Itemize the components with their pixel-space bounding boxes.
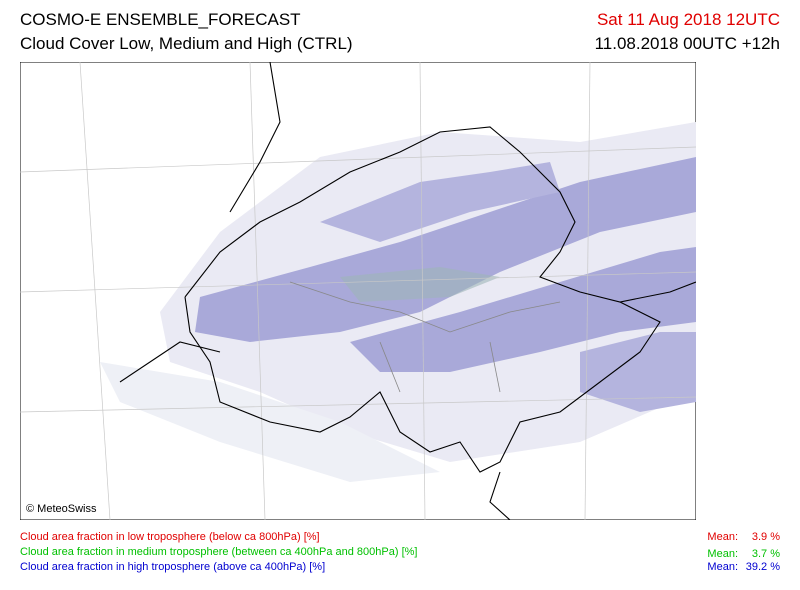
cloud-band — [580, 332, 696, 412]
legend-mid: Cloud area fraction in medium tropospher… — [20, 546, 418, 558]
subtitle: Cloud Cover Low, Medium and High (CTRL) — [20, 34, 353, 53]
border — [119, 62, 696, 520]
mean-caption: Mean: — [707, 548, 738, 560]
mean-value: 39.2 % — [745, 561, 780, 573]
legend-high: Cloud area fraction in high troposphere … — [20, 561, 326, 573]
graticule — [20, 62, 696, 520]
valid-time: Sat 11 Aug 2018 12UTC — [596, 10, 780, 29]
title: COSMO-E ENSEMBLE_FORECAST — [20, 10, 301, 29]
mean-caption: Mean: — [707, 561, 738, 573]
canton-border — [289, 281, 561, 393]
cloud-band — [320, 162, 560, 242]
init-time: 11.08.2018 00UTC +12h — [594, 34, 780, 53]
cloud-mid — [340, 267, 500, 302]
mean-value: 3.9 % — [751, 531, 780, 543]
legend-low: Cloud area fraction in low troposphere (… — [20, 531, 320, 543]
mean-caption: Mean: — [707, 531, 738, 543]
mean-value: 3.7 % — [751, 548, 780, 560]
credit: © MeteoSwiss — [26, 503, 97, 515]
map: © MeteoSwiss — [20, 62, 696, 520]
cloud-band — [195, 157, 696, 342]
